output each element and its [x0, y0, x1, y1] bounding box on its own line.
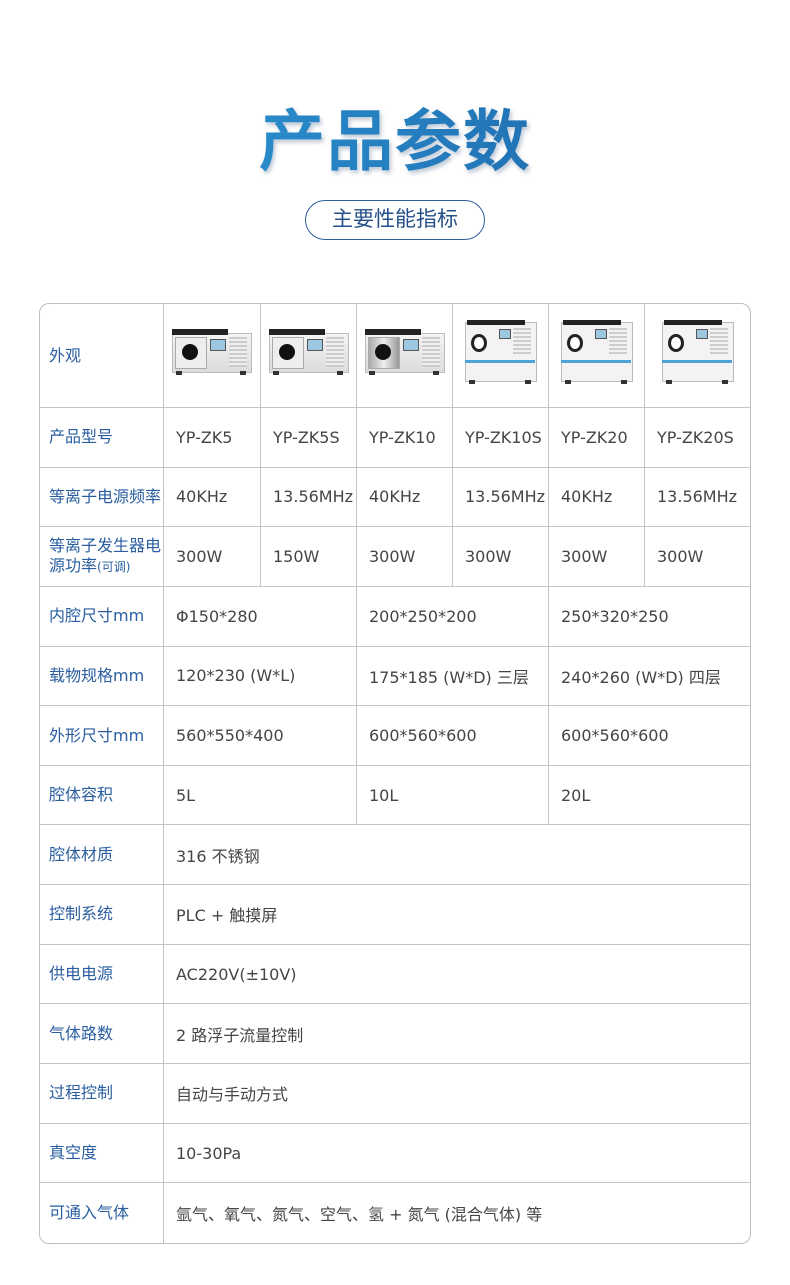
value-cell: 氩气、氧气、氮气、空气、氢 + 氮气 (混合气体) 等 — [176, 1205, 543, 1225]
row-label-model: 产品型号 — [40, 408, 164, 468]
group-value-cell: 5L — [164, 765, 357, 826]
value-cell: PLC + 触摸屏 — [164, 885, 750, 945]
power-label-suffix: (可调) — [97, 560, 131, 575]
model-cell: YP-ZK5 — [164, 408, 261, 468]
model-cell: YP-ZK20S — [645, 408, 750, 468]
group-value-cell: 600*560*600 — [549, 706, 750, 766]
product-image-cell — [261, 304, 357, 408]
power-cell: 300W — [164, 527, 261, 587]
row-label: 外形尺寸mm — [40, 706, 164, 766]
frequency-cell: 13.56MHz — [453, 467, 549, 528]
frequency-cell: 40KHz — [549, 467, 645, 528]
value-cell: 自动与手动方式 — [164, 1064, 750, 1124]
product-image-cell — [645, 304, 750, 408]
group-value-cell: 175*185 (W*D) 三层 — [357, 646, 549, 707]
group-value-cell: 240*260 (W*D) 四层 — [549, 647, 750, 707]
power-cell: 300W — [645, 527, 750, 587]
row-label-frequency: 等离子电源频率 — [40, 467, 164, 528]
model-cell: YP-ZK10 — [357, 408, 453, 468]
row-label: 真空度 — [40, 1123, 164, 1184]
frequency-cell: 40KHz — [164, 467, 261, 528]
model-cell: YP-ZK5S — [261, 408, 357, 468]
product-image — [560, 318, 633, 384]
product-image — [268, 327, 349, 377]
power-cell: 150W — [261, 527, 357, 587]
frequency-cell: 40KHz — [357, 467, 453, 528]
product-image-cell — [549, 304, 645, 408]
group-value-cell: 120*230 (W*L) — [164, 646, 357, 707]
product-image — [364, 327, 445, 377]
power-label: 等离子发生器电源功率 — [49, 536, 162, 576]
power-cell: 300W — [357, 527, 453, 587]
power-cell: 300W — [549, 527, 645, 587]
group-value-cell: 20L — [549, 766, 750, 826]
spec-table: 外观 产品型号 YP-ZK5 YP-ZK5S YP-ZK10 YP-ZK10S YP-ZK2… — [39, 303, 751, 1244]
row-label: 控制系统 — [40, 885, 164, 945]
product-image — [661, 318, 734, 384]
group-value-cell: 560*550*400 — [164, 706, 357, 766]
row-label: 载物规格mm — [40, 646, 164, 707]
row-label: 腔体材质 — [40, 825, 164, 886]
model-cell: YP-ZK10S — [453, 408, 549, 468]
product-image — [464, 318, 537, 384]
page-title: 产品参数 — [0, 88, 790, 184]
row-label-appearance: 外观 — [40, 304, 164, 408]
value-cell: 316 不锈钢 — [164, 825, 750, 886]
row-label: 气体路数 — [40, 1004, 164, 1065]
group-value-cell: 250*320*250 — [549, 587, 750, 647]
product-image-cell — [357, 304, 453, 408]
section-subtitle-badge: 主要性能指标 — [305, 200, 485, 240]
product-image — [172, 327, 252, 377]
frequency-cell: 13.56MHz — [261, 467, 357, 528]
frequency-cell: 13.56MHz — [645, 468, 750, 528]
power-cell: 300W — [453, 527, 549, 587]
group-value-cell: Φ150*280 — [164, 586, 357, 647]
value-cell: 10-30Pa — [164, 1124, 750, 1184]
product-image-cell — [164, 304, 261, 408]
group-value-cell: 200*250*200 — [357, 586, 549, 647]
group-value-cell: 600*560*600 — [357, 706, 549, 766]
row-label: 可通入气体 — [40, 1183, 164, 1243]
product-image-cell — [453, 304, 549, 408]
row-label: 供电电源 — [40, 944, 164, 1005]
value-cell: 2 路浮子流量控制 — [164, 1004, 750, 1065]
row-label-power: 等离子发生器电源功率(可调) — [40, 527, 164, 587]
row-label: 过程控制 — [40, 1064, 164, 1124]
model-cell: YP-ZK20 — [549, 408, 645, 468]
value-cell: AC220V(±10V) — [164, 945, 750, 1005]
group-value-cell: 10L — [357, 765, 549, 826]
row-label: 内腔尺寸mm — [40, 586, 164, 647]
row-label: 腔体容积 — [40, 765, 164, 826]
